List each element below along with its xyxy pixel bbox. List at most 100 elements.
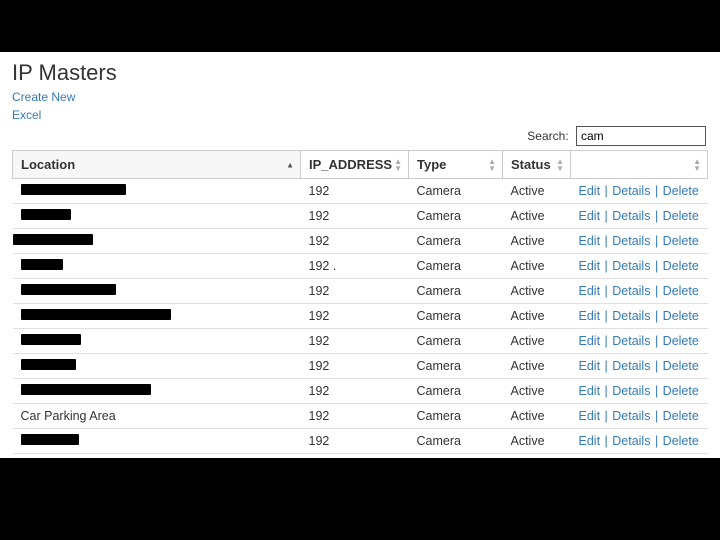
edit-link[interactable]: Edit: [579, 284, 601, 298]
delete-link[interactable]: Delete: [663, 209, 699, 223]
col-location[interactable]: Location ▲: [13, 151, 301, 179]
edit-link[interactable]: Edit: [579, 259, 601, 273]
search-input[interactable]: [576, 126, 706, 146]
cell-location: [13, 354, 301, 379]
page-title: IP Masters: [12, 60, 708, 86]
redacted-text: [21, 184, 126, 195]
details-link[interactable]: Details: [612, 384, 650, 398]
separator: |: [650, 259, 662, 273]
separator: |: [650, 384, 662, 398]
search-row: Search:: [12, 126, 706, 146]
cell-status: Active: [503, 179, 571, 204]
details-link[interactable]: Details: [612, 334, 650, 348]
redacted-text: [21, 384, 151, 395]
details-link[interactable]: Details: [612, 284, 650, 298]
col-status[interactable]: Status ▲▼: [503, 151, 571, 179]
cell-type: Camera: [409, 204, 503, 229]
redacted-text: [21, 284, 116, 295]
cell-location: [13, 304, 301, 329]
edit-link[interactable]: Edit: [579, 184, 601, 198]
separator: |: [600, 434, 612, 448]
table-row: 192CameraActiveEdit | Details | Delete: [13, 229, 708, 254]
delete-link[interactable]: Delete: [663, 384, 699, 398]
separator: |: [650, 434, 662, 448]
col-ip[interactable]: IP_ADDRESS ▲▼: [301, 151, 409, 179]
cell-ip: 192: [301, 179, 409, 204]
details-link[interactable]: Details: [612, 309, 650, 323]
details-link[interactable]: Details: [612, 434, 650, 448]
separator: |: [650, 309, 662, 323]
details-link[interactable]: Details: [612, 184, 650, 198]
table-row: 192CameraActiveEdit | Details | Delete: [13, 354, 708, 379]
details-link[interactable]: Details: [612, 234, 650, 248]
delete-link[interactable]: Delete: [663, 309, 699, 323]
cell-actions: Edit | Details | Delete: [571, 329, 708, 354]
edit-link[interactable]: Edit: [579, 359, 601, 373]
table-body: 192CameraActiveEdit | Details | Delete19…: [13, 179, 708, 459]
cell-ip: 192: [301, 304, 409, 329]
delete-link[interactable]: Delete: [663, 284, 699, 298]
create-new-link[interactable]: Create New: [12, 88, 708, 106]
edit-link[interactable]: Edit: [579, 334, 601, 348]
separator: |: [650, 184, 662, 198]
cell-status: Active: [503, 279, 571, 304]
col-status-label: Status: [511, 157, 551, 172]
cell-ip: 192: [301, 329, 409, 354]
table-header-row: Location ▲ IP_ADDRESS ▲▼ Type ▲▼ Status …: [13, 151, 708, 179]
delete-link[interactable]: Delete: [663, 334, 699, 348]
cell-status: Active: [503, 329, 571, 354]
separator: |: [600, 309, 612, 323]
letterbox-bottom: [0, 458, 720, 540]
delete-link[interactable]: Delete: [663, 259, 699, 273]
cell-type: Camera: [409, 329, 503, 354]
edit-link[interactable]: Edit: [579, 434, 601, 448]
separator: |: [650, 334, 662, 348]
details-link[interactable]: Details: [612, 359, 650, 373]
edit-link[interactable]: Edit: [579, 384, 601, 398]
edit-link[interactable]: Edit: [579, 209, 601, 223]
details-link[interactable]: Details: [612, 209, 650, 223]
cell-status: Active: [503, 404, 571, 429]
cell-actions: Edit | Details | Delete: [571, 379, 708, 404]
cell-ip: 192: [301, 279, 409, 304]
edit-link[interactable]: Edit: [579, 234, 601, 248]
table-row: Car Parking Area192CameraActiveEdit | De…: [13, 404, 708, 429]
cell-type: Camera: [409, 254, 503, 279]
redacted-text: [21, 259, 63, 270]
cell-type: Camera: [409, 229, 503, 254]
separator: |: [650, 284, 662, 298]
cell-type: Camera: [409, 404, 503, 429]
cell-type: Camera: [409, 379, 503, 404]
cell-location: Car Parking Area: [13, 404, 301, 429]
delete-link[interactable]: Delete: [663, 409, 699, 423]
excel-link[interactable]: Excel: [12, 106, 708, 124]
delete-link[interactable]: Delete: [663, 359, 699, 373]
delete-link[interactable]: Delete: [663, 234, 699, 248]
delete-link[interactable]: Delete: [663, 434, 699, 448]
cell-actions: Edit | Details | Delete: [571, 304, 708, 329]
table-row: 192CameraActiveEdit | Details | Delete: [13, 454, 708, 459]
delete-link[interactable]: Delete: [663, 184, 699, 198]
cell-location: [13, 279, 301, 304]
separator: |: [600, 359, 612, 373]
separator: |: [650, 209, 662, 223]
details-link[interactable]: Details: [612, 409, 650, 423]
redacted-text: [13, 234, 93, 245]
sort-icon: ▲▼: [556, 158, 564, 172]
col-actions: ▲▼: [571, 151, 708, 179]
cell-type: Camera: [409, 429, 503, 454]
edit-link[interactable]: Edit: [579, 309, 601, 323]
sort-icon: ▲: [286, 161, 294, 168]
cell-actions: Edit | Details | Delete: [571, 429, 708, 454]
col-type[interactable]: Type ▲▼: [409, 151, 503, 179]
details-link[interactable]: Details: [612, 259, 650, 273]
redacted-text: [21, 309, 171, 320]
separator: |: [650, 359, 662, 373]
sort-icon: ▲▼: [488, 158, 496, 172]
edit-link[interactable]: Edit: [579, 409, 601, 423]
cell-ip: 192: [301, 354, 409, 379]
cell-status: Active: [503, 254, 571, 279]
col-location-label: Location: [21, 157, 75, 172]
cell-type: Camera: [409, 454, 503, 459]
separator: |: [600, 184, 612, 198]
